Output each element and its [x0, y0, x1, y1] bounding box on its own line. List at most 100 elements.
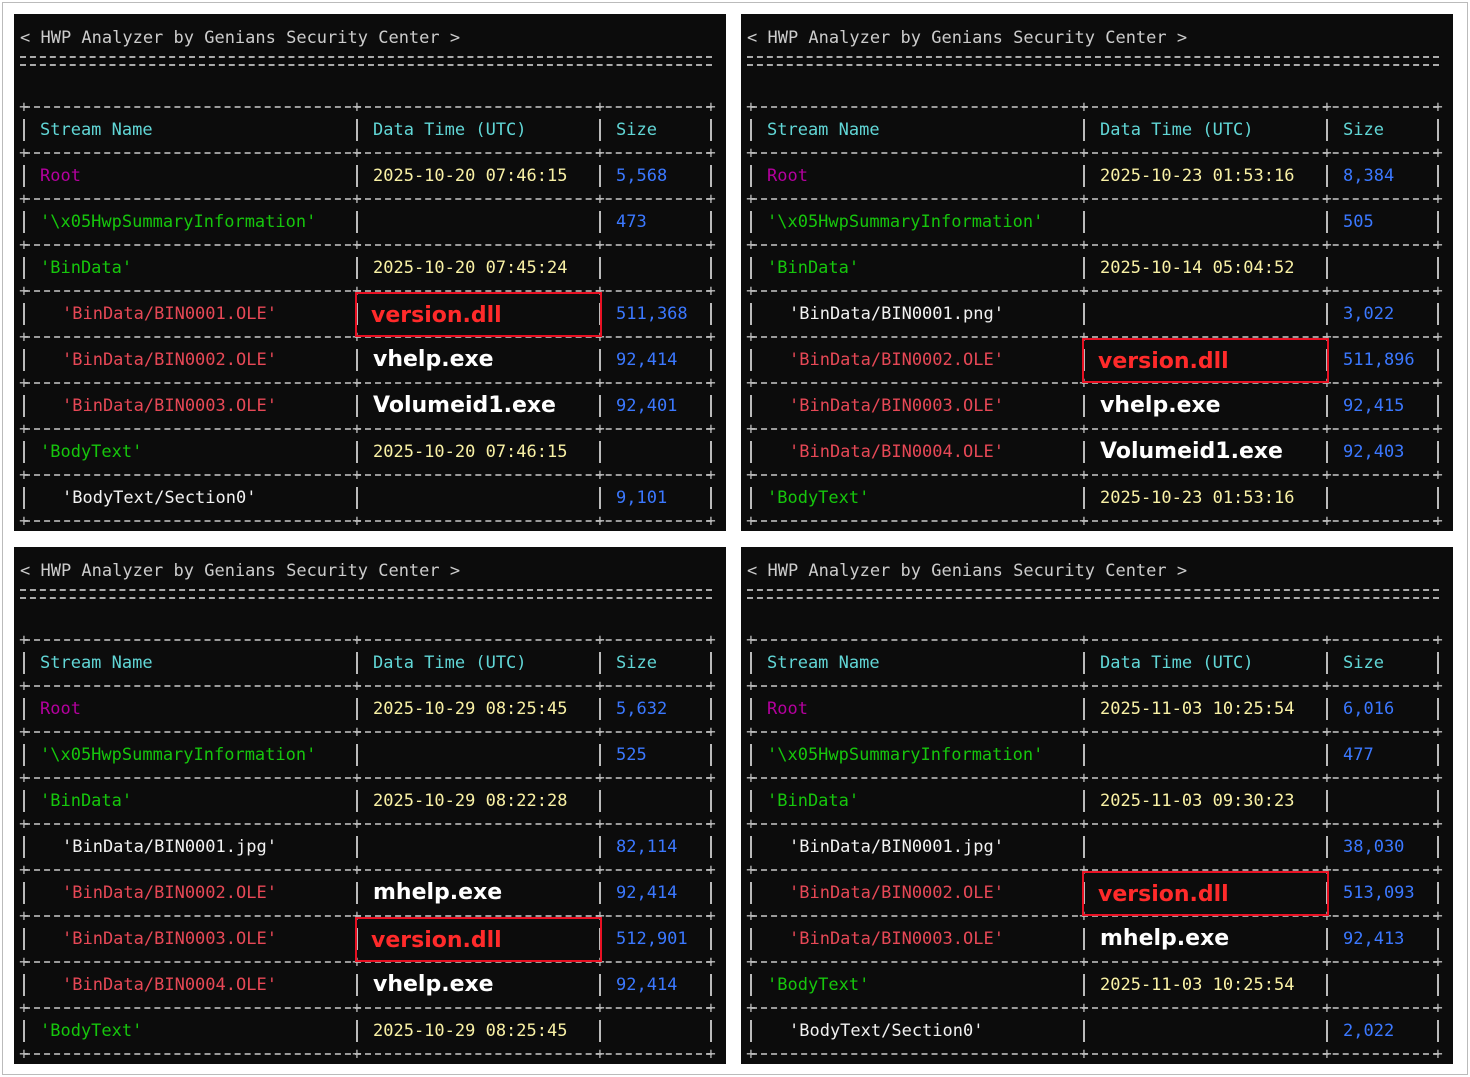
table-corner: +: [746, 511, 756, 530]
table-corner: +: [706, 722, 716, 741]
table-corner: +: [352, 511, 362, 530]
column-separator: [1437, 882, 1439, 904]
column-separator: [710, 487, 712, 509]
stream-name: 'BodyText': [40, 442, 143, 462]
table-border: [24, 915, 712, 917]
column-separator: [23, 974, 25, 996]
title-underline: [747, 56, 1439, 66]
table-border: [751, 961, 1439, 963]
stream-size: 9,101: [616, 488, 668, 508]
table-corner: +: [19, 952, 29, 971]
stream-name: 'BinData/BIN0001.OLE': [62, 304, 277, 324]
table-corner: +: [1433, 373, 1443, 392]
table-corner: +: [352, 814, 362, 833]
table-corner: +: [1433, 814, 1443, 833]
column-separator: [1083, 487, 1085, 509]
column-separator: [750, 698, 752, 720]
table-corner: +: [706, 97, 716, 116]
column-separator: [1437, 395, 1439, 417]
stream-name: 'BinData/BIN0002.OLE': [62, 350, 277, 370]
column-separator: [356, 1020, 358, 1042]
table-corner: +: [352, 235, 362, 254]
table-corner: +: [746, 327, 756, 346]
stream-name: Root: [40, 166, 81, 186]
column-separator: [710, 349, 712, 371]
column-separator: [710, 928, 712, 950]
stream-size: 511,368: [616, 304, 688, 324]
stream-size: 6,016: [1343, 699, 1395, 719]
column-separator: [1437, 836, 1439, 858]
table-corner: +: [746, 676, 756, 695]
column-separator: [23, 441, 25, 463]
table-border: [24, 731, 712, 733]
table-corner: +: [746, 189, 756, 208]
table-corner: +: [19, 235, 29, 254]
table-corner: +: [595, 722, 605, 741]
table-corner: +: [1079, 465, 1089, 484]
stream-name: Root: [40, 699, 81, 719]
column-separator: [599, 487, 601, 509]
column-separator: [1083, 119, 1085, 141]
column-separator: [1326, 211, 1328, 233]
stream-size: 92,414: [616, 350, 678, 370]
column-separator: [1083, 790, 1085, 812]
column-separator: [356, 303, 358, 325]
column-separator: [356, 165, 358, 187]
table-corner: +: [595, 419, 605, 438]
table-corner: +: [706, 143, 716, 162]
table-corner: +: [19, 630, 29, 649]
table-corner: +: [352, 1044, 362, 1063]
table-corner: +: [595, 1044, 605, 1063]
stream-size: 38,030: [1343, 837, 1405, 857]
table-corner: +: [19, 511, 29, 530]
table-corner: +: [746, 419, 756, 438]
table-corner: +: [1079, 860, 1089, 879]
stream-name: 'BinData': [767, 791, 860, 811]
table-border: [24, 869, 712, 871]
table-corner: +: [706, 630, 716, 649]
column-separator: [1437, 790, 1439, 812]
column-separator: [599, 1020, 601, 1042]
table-corner: +: [1322, 97, 1332, 116]
column-separator: [1437, 165, 1439, 187]
stream-size: 525: [616, 745, 647, 765]
column-separator: [1083, 441, 1085, 463]
column-separator: [23, 836, 25, 858]
table-corner: +: [19, 722, 29, 741]
table-corner: +: [1433, 465, 1443, 484]
table-corner: +: [19, 998, 29, 1017]
stream-size: 3,022: [1343, 304, 1395, 324]
column-separator: [1437, 257, 1439, 279]
table-border: [751, 106, 1439, 108]
embedded-file-name: vhelp.exe: [373, 347, 494, 372]
column-header: Stream Name: [767, 653, 880, 673]
table-corner: +: [746, 952, 756, 971]
data-time: 2025-11-03 09:30:23: [1100, 791, 1295, 811]
stream-name: 'BinData': [40, 258, 133, 278]
stream-name: 'BodyText': [767, 975, 870, 995]
column-separator: [599, 395, 601, 417]
column-separator: [710, 744, 712, 766]
table-corner: +: [352, 722, 362, 741]
table-corner: +: [352, 676, 362, 695]
table-corner: +: [19, 419, 29, 438]
column-separator: [750, 744, 752, 766]
column-separator: [599, 698, 601, 720]
terminal-panel-4: < HWP Analyzer by Genians Security Cente…: [741, 547, 1453, 1064]
column-separator: [356, 928, 358, 950]
table-corner: +: [352, 906, 362, 925]
column-separator: [710, 395, 712, 417]
table-border: [24, 1007, 712, 1009]
stream-name: 'BinData/BIN0001.jpg': [62, 837, 277, 857]
table-corner: +: [352, 281, 362, 300]
column-separator: [750, 441, 752, 463]
stream-name: 'BinData/BIN0004.OLE': [789, 442, 1004, 462]
table-corner: +: [19, 814, 29, 833]
table-border: [751, 1007, 1439, 1009]
column-separator: [599, 119, 601, 141]
table-corner: +: [595, 511, 605, 530]
panel-title: < HWP Analyzer by Genians Security Cente…: [20, 561, 461, 581]
title-underline: [20, 589, 712, 599]
column-header: Size: [616, 653, 657, 673]
stream-name: 'BodyText/Section0': [62, 488, 257, 508]
